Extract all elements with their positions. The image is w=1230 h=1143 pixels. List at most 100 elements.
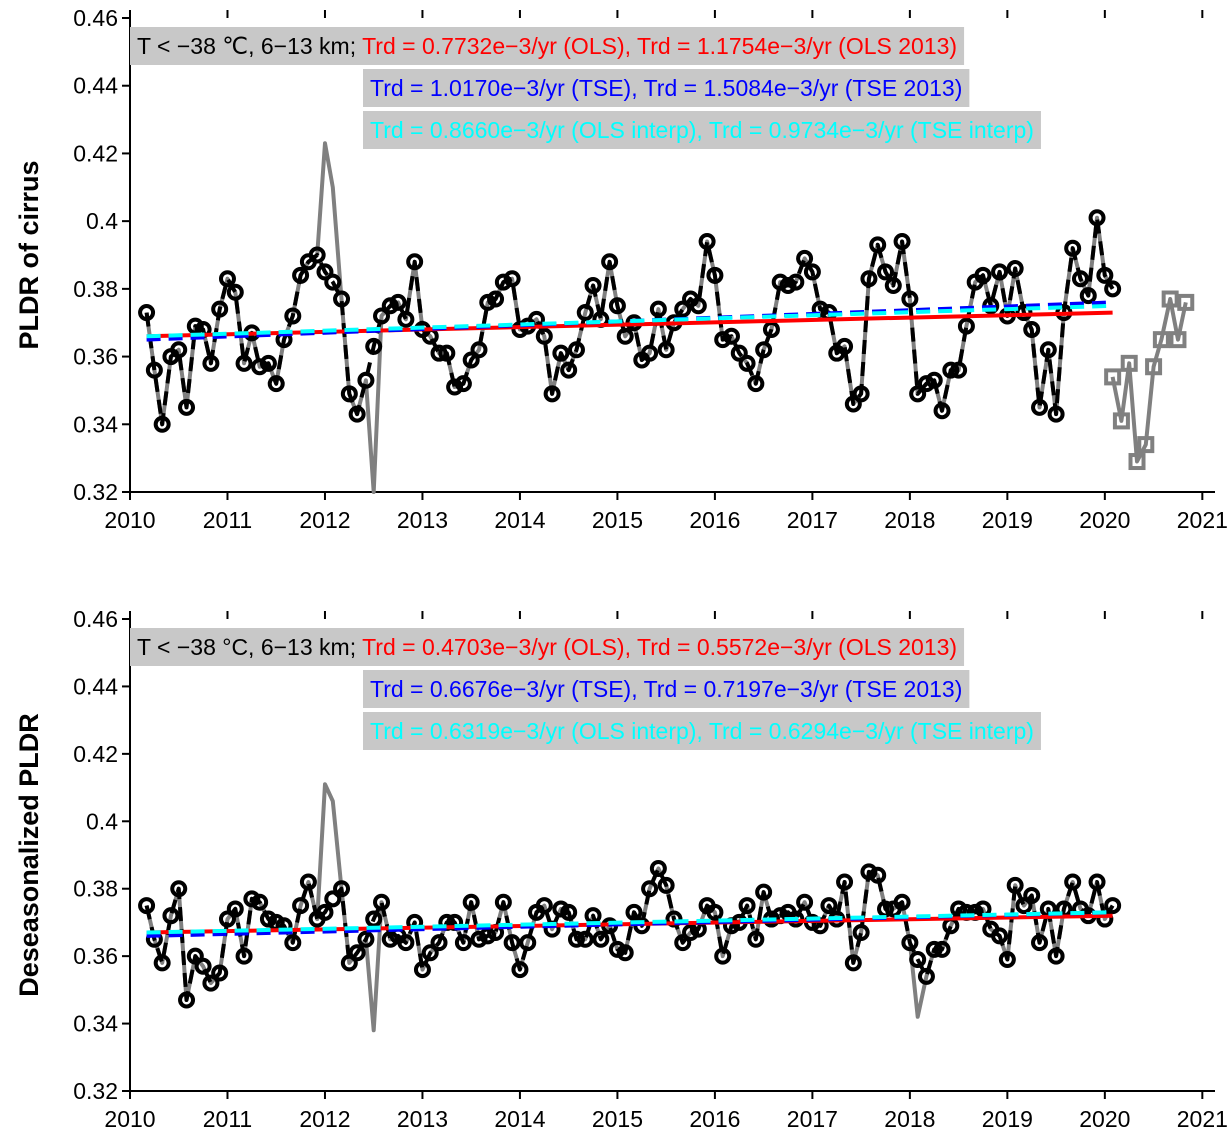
marker: [357, 930, 375, 948]
marker: [641, 880, 659, 898]
marker: [462, 351, 480, 369]
marker: [625, 903, 643, 921]
marker: [251, 893, 269, 911]
x-tick-label: 2017: [787, 1106, 838, 1132]
marker: [397, 310, 415, 328]
marker: [860, 863, 878, 881]
annotation-background: [363, 670, 970, 708]
annotation-text: Trd = 0.6676e−3/yr (TSE),: [370, 676, 638, 702]
marker: [202, 354, 220, 372]
marker: [567, 341, 585, 359]
marker: [657, 341, 675, 359]
marker: [1031, 934, 1049, 952]
marker: [755, 883, 773, 901]
x-tick-label: 2012: [299, 1106, 350, 1132]
marker: [991, 927, 1009, 945]
x-tick-label: 2015: [592, 1106, 643, 1132]
marker: [519, 934, 537, 952]
marker: [950, 361, 968, 379]
x-tick-label: 2016: [689, 507, 740, 533]
annotation-line: Trd = 0.8660e−3/yr (OLS interp), Trd = 0.…: [363, 111, 1041, 149]
marker: [616, 944, 634, 962]
y-tick-label: 0.38: [73, 876, 118, 902]
marker: [397, 934, 415, 952]
marker: [454, 934, 472, 952]
marker: [909, 951, 927, 969]
annotation-text: Trd = 1.0170e−3/yr (TSE),: [370, 75, 638, 101]
marker: [641, 344, 659, 362]
marker: [316, 263, 334, 281]
marker: [324, 890, 342, 908]
marker: [487, 290, 505, 308]
marker: [470, 341, 488, 359]
marker: [138, 897, 156, 915]
marker: [389, 293, 407, 311]
marker: [844, 395, 862, 413]
marker: [202, 974, 220, 992]
marker: [901, 934, 919, 952]
marker: [998, 951, 1016, 969]
marker: [406, 253, 424, 271]
marker: [186, 947, 204, 965]
marker: [957, 317, 975, 335]
marker: [869, 866, 887, 884]
annotation-text: Trd = 0.5572e−3/yr (OLS 2013): [637, 634, 957, 660]
marker: [738, 354, 756, 372]
marker: [698, 232, 716, 250]
marker: [543, 385, 561, 403]
marker: [1047, 405, 1065, 423]
marker: [324, 273, 342, 291]
annotation-line: Trd = 1.0170e−3/yr (TSE), Trd = 1.5084e−3…: [363, 69, 970, 107]
marker: [284, 934, 302, 952]
x-tick-label: 2020: [1079, 507, 1130, 533]
marker: [226, 900, 244, 918]
x-tick-label: 2013: [397, 507, 448, 533]
x-tick-label: 2021: [1177, 1106, 1228, 1132]
marker: [153, 954, 171, 972]
marker: [299, 873, 317, 891]
marker: [373, 893, 391, 911]
annotation-text: Trd = 0.7732e−3/yr (OLS),: [362, 33, 631, 59]
annotation-text: Trd = 0.6294e−3/yr (TSE interp): [709, 718, 1034, 744]
marker: [869, 236, 887, 254]
marker: [852, 385, 870, 403]
marker: [616, 327, 634, 345]
y-tick-label: 0.36: [73, 344, 118, 370]
marker: [601, 253, 619, 271]
marker: [1023, 320, 1041, 338]
marker: [365, 910, 383, 928]
marker: [730, 344, 748, 362]
marker: [1088, 873, 1106, 891]
marker: [1079, 287, 1097, 305]
marker: [714, 331, 732, 349]
annotation-background: [363, 111, 1041, 149]
annotation-text: Trd = 0.6319e−3/yr (OLS interp),: [370, 718, 703, 744]
marker: [836, 873, 854, 891]
marker: [738, 897, 756, 915]
marker: [584, 276, 602, 294]
x-tick-label: 2013: [397, 1106, 448, 1132]
y-tick-label: 0.36: [73, 943, 118, 969]
series-line: [146, 303, 1113, 339]
marker: [259, 354, 277, 372]
marker: [909, 385, 927, 403]
marker: [333, 290, 351, 308]
marker: [413, 961, 431, 979]
panel: 0.32 0.34 0.36 0.38 0.4 0.42 0.44 0.46 2010 2011 2…: [14, 606, 1228, 1132]
series-group: [138, 141, 1195, 494]
marker: [316, 903, 334, 921]
annotation-background: [363, 69, 970, 107]
marker: [138, 304, 156, 322]
marker: [470, 930, 488, 948]
marker: [649, 300, 667, 318]
marker: [836, 337, 854, 355]
marker: [211, 300, 229, 318]
x-tick-label: 2010: [104, 1106, 155, 1132]
x-tick-label: 2019: [982, 1106, 1033, 1132]
y-axis-label: PLDR of cirrus: [14, 160, 44, 349]
marker: [373, 307, 391, 325]
marker: [1023, 886, 1041, 904]
marker: [592, 930, 610, 948]
marker: [348, 944, 366, 962]
marker: [1112, 412, 1130, 430]
